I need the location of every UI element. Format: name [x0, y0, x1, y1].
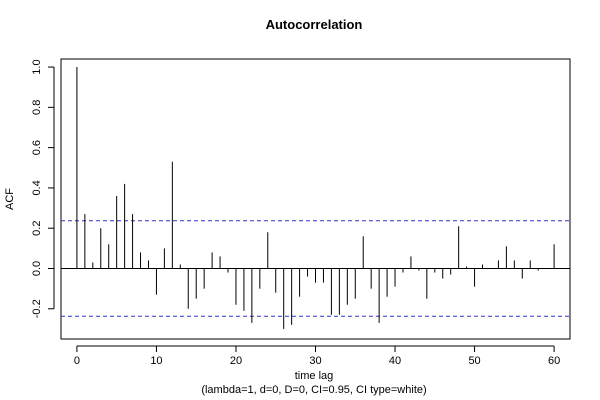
y-tick-label: -0.2	[31, 299, 43, 318]
chart-subtitle: (lambda=1, d=0, D=0, CI=0.95, CI type=wh…	[201, 384, 426, 396]
x-tick-label: 60	[548, 355, 560, 367]
y-tick-label: 0.0	[31, 261, 43, 276]
chart-title: Autocorrelation	[266, 17, 363, 32]
x-axis-label: time lag	[295, 370, 334, 382]
y-tick-label: 1.0	[31, 59, 43, 74]
x-tick-label: 50	[468, 355, 480, 367]
y-tick-label: 0.4	[31, 180, 43, 195]
x-tick-label: 20	[230, 355, 242, 367]
x-tick-label: 0	[74, 355, 80, 367]
y-tick-label: 0.6	[31, 140, 43, 155]
x-tick-label: 40	[389, 355, 401, 367]
confidence-bounds	[61, 220, 570, 317]
x-axis: 0 10 20 30 40 50 60	[74, 345, 560, 367]
acf-bars	[76, 67, 555, 329]
x-tick-label: 10	[150, 355, 162, 367]
y-axis: -0.2 0.0 0.2 0.4 0.6 0.8 1.0	[31, 59, 55, 318]
y-axis-label: ACF	[4, 188, 16, 210]
y-tick-label: 0.8	[31, 100, 43, 115]
y-tick-label: 0.2	[31, 221, 43, 236]
plot-frame	[60, 58, 571, 340]
x-tick-label: 30	[309, 355, 321, 367]
